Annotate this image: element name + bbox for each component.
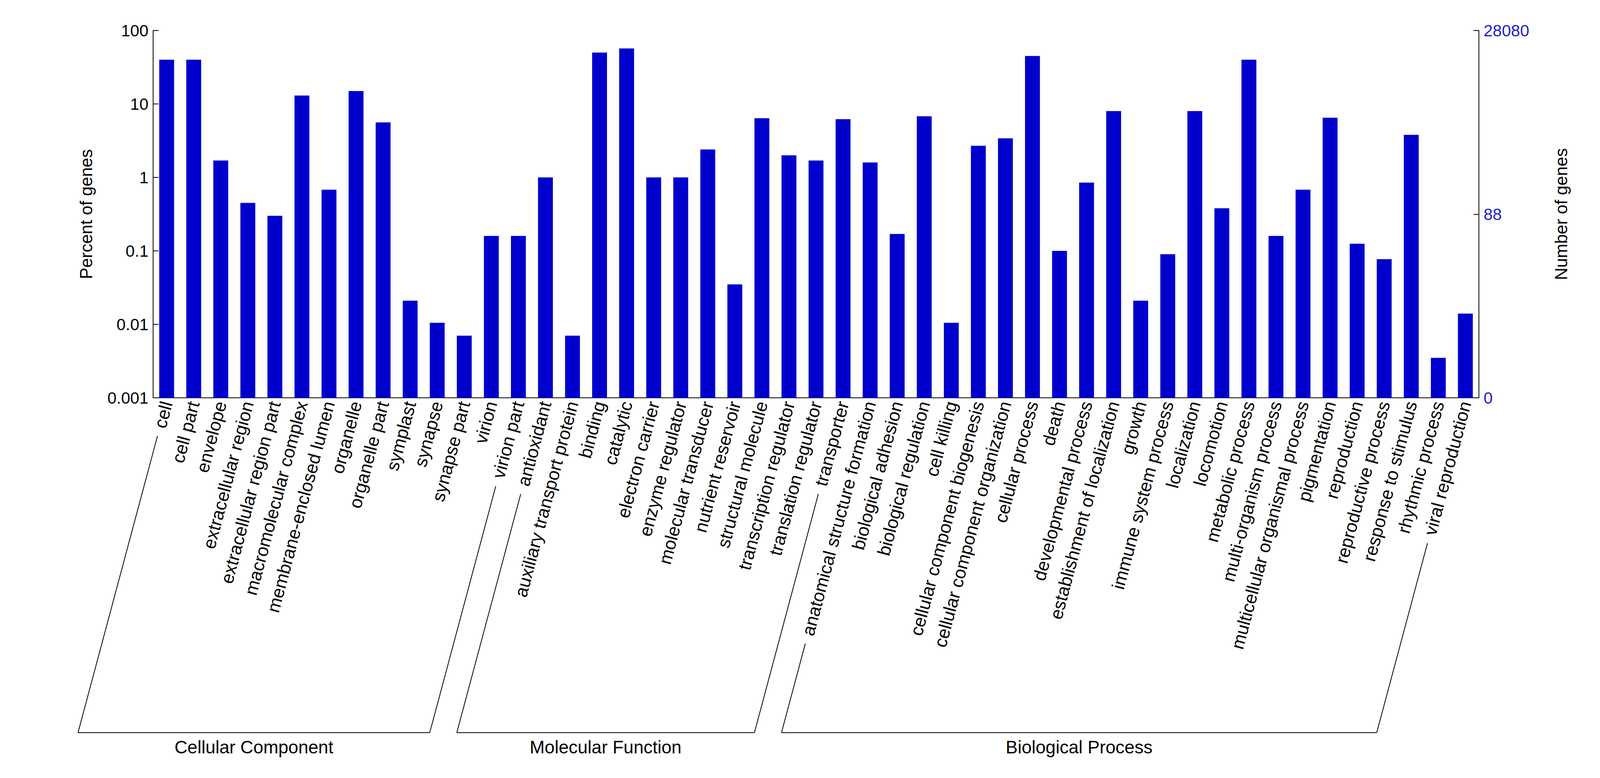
svg-text:molecular transducer: molecular transducer <box>654 398 718 567</box>
svg-text:localization: localization <box>1161 398 1205 491</box>
svg-text:biological regulation: biological regulation <box>873 398 935 558</box>
svg-text:cellular component biogenesis: cellular component biogenesis <box>905 398 989 638</box>
svg-text:88: 88 <box>1483 205 1502 224</box>
svg-text:Cellular Component: Cellular Component <box>174 736 334 758</box>
svg-text:synapse part: synapse part <box>427 398 474 504</box>
svg-text:symplast: symplast <box>381 398 420 473</box>
svg-text:organelle part: organelle part <box>344 398 393 511</box>
svg-text:extracellular region: extracellular region <box>198 398 258 551</box>
svg-text:cell killing: cell killing <box>921 398 962 479</box>
svg-text:virion part: virion part <box>488 398 529 481</box>
svg-text:establishment of localization: establishment of localization <box>1045 398 1124 622</box>
svg-text:multi-organism process: multi-organism process <box>1218 398 1286 584</box>
svg-text:enzyme regulator: enzyme regulator <box>634 398 691 539</box>
svg-text:metabolic process: metabolic process <box>1201 398 1259 545</box>
svg-text:10: 10 <box>130 94 149 114</box>
svg-text:multicellular organismal proce: multicellular organismal process <box>1226 398 1313 652</box>
svg-text:Number of genes: Number of genes <box>1551 148 1571 281</box>
svg-text:structural molecule: structural molecule <box>713 398 772 550</box>
svg-text:electron carrier: electron carrier <box>612 398 664 520</box>
svg-text:rhythmic process: rhythmic process <box>1393 398 1449 536</box>
svg-text:0.001: 0.001 <box>107 388 149 408</box>
svg-text:biological adhesion: biological adhesion <box>847 398 907 552</box>
svg-text:28080: 28080 <box>1483 21 1530 40</box>
svg-text:cellular component organizatio: cellular component organization <box>930 398 1016 650</box>
svg-text:response to stimulus: response to stimulus <box>1358 398 1422 564</box>
svg-text:pigmentation: pigmentation <box>1293 398 1340 504</box>
svg-text:reproductive process: reproductive process <box>1331 398 1395 566</box>
svg-text:0.01: 0.01 <box>116 315 149 334</box>
svg-text:translation regulator: translation regulator <box>765 398 826 558</box>
svg-text:macromolecular complex: macromolecular complex <box>240 398 312 598</box>
svg-text:viral reproduction: viral reproduction <box>1419 398 1476 538</box>
svg-text:growth: growth <box>1116 398 1151 457</box>
svg-text:extracellular region part: extracellular region part <box>216 398 285 586</box>
svg-text:cell part: cell part <box>167 398 204 465</box>
svg-text:virion: virion <box>470 398 502 446</box>
svg-text:developmental process: developmental process <box>1028 398 1097 583</box>
svg-text:death: death <box>1037 398 1070 448</box>
svg-text:locomotion: locomotion <box>1189 398 1232 489</box>
svg-text:catalytic: catalytic <box>600 398 637 467</box>
svg-text:antioxidant: antioxidant <box>513 398 556 489</box>
svg-text:cellular process: cellular process <box>990 398 1043 525</box>
svg-text:cell: cell <box>150 398 177 431</box>
svg-text:Percent of genes: Percent of genes <box>76 149 96 280</box>
svg-text:auxiliary transport protein: auxiliary transport protein <box>510 398 583 599</box>
svg-text:membrane-enclosed lumen: membrane-enclosed lumen <box>262 398 340 615</box>
svg-text:0: 0 <box>1483 388 1493 408</box>
svg-text:Biological Process: Biological Process <box>1005 736 1153 758</box>
svg-text:immune system process: immune system process <box>1107 398 1178 592</box>
svg-text:organelle: organelle <box>327 398 366 476</box>
svg-text:envelope: envelope <box>192 398 231 475</box>
svg-text:reproduction: reproduction <box>1321 398 1367 501</box>
svg-text:Molecular Function: Molecular Function <box>529 736 682 758</box>
svg-text:0.1: 0.1 <box>125 241 149 261</box>
svg-text:transporter: transporter <box>810 398 853 489</box>
svg-text:binding: binding <box>574 398 610 461</box>
svg-text:nutrient reservoir: nutrient reservoir <box>690 398 745 535</box>
svg-text:100: 100 <box>121 21 149 40</box>
svg-text:anatomical structure formation: anatomical structure formation <box>797 398 880 638</box>
svg-text:1: 1 <box>139 168 149 187</box>
svg-text:transcription regulator: transcription regulator <box>734 398 799 573</box>
